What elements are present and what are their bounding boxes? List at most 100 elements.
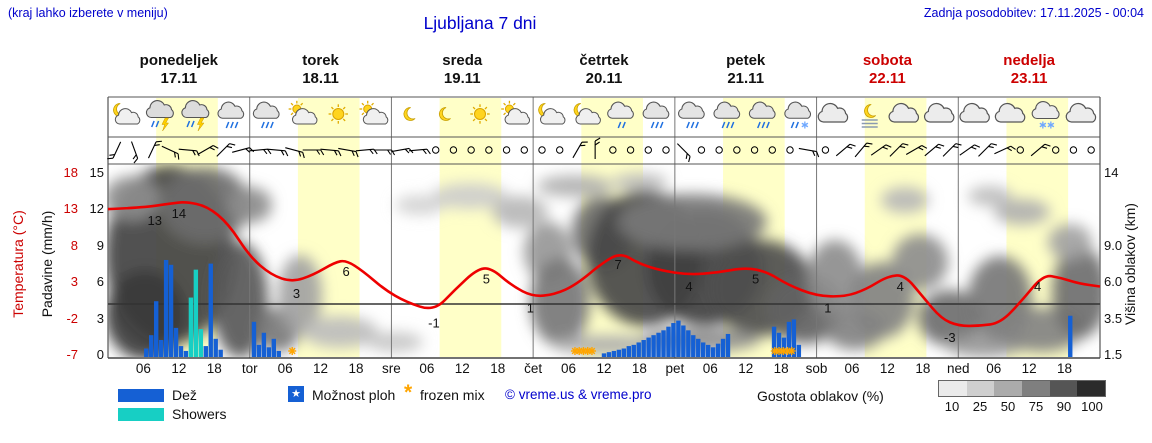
x-axis-label: 12 — [454, 361, 470, 376]
temperature-value-label: 4 — [1034, 279, 1041, 294]
weather-icon-moon-cloud — [573, 103, 601, 125]
precipitation-tick: 0 — [96, 347, 104, 362]
temperature-tick: -7 — [66, 347, 78, 362]
cloud-density-scale-value: 10 — [944, 399, 960, 414]
rain-bar — [183, 350, 189, 357]
wind-barb-icon — [594, 137, 601, 159]
precipitation-tick: 6 — [96, 274, 104, 290]
showers-legend-label: Showers — [172, 406, 227, 422]
day-header-ponedeljek: ponedeljek 17.11 — [108, 52, 250, 88]
wind-calm-icon — [1016, 146, 1024, 154]
rain-bar — [715, 343, 721, 357]
temperature-value-label: 13 — [148, 213, 162, 228]
rain-bar — [676, 320, 681, 357]
wind-calm-icon — [1087, 146, 1095, 154]
x-axis-label: sre — [382, 361, 401, 376]
rain-bar — [144, 348, 149, 357]
wind-barb-icon — [147, 140, 162, 159]
weather-icon-rain — [748, 101, 776, 129]
weather-icon-partly-sunny — [501, 100, 530, 125]
day-name: petek — [726, 52, 766, 69]
wind-calm-icon — [662, 146, 670, 154]
wind-barb-icon — [267, 148, 289, 157]
wind-calm-icon — [449, 146, 458, 154]
wind-barb-icon — [107, 141, 122, 160]
temperature-value-label: 14 — [172, 206, 186, 221]
weather-icon-row — [113, 100, 1097, 132]
precipitation-tick: 15 — [89, 165, 104, 180]
day-name: sobota — [862, 52, 912, 69]
rain-bar — [218, 349, 223, 357]
x-axis-label: 06 — [561, 361, 577, 376]
chance-legend-label: Možnost ploh — [312, 387, 396, 403]
wind-barb-icon — [676, 143, 691, 163]
day-date: 21.11 — [727, 70, 765, 87]
x-axis-label: 06 — [986, 361, 1002, 376]
x-axis-label: 18 — [915, 361, 931, 376]
rain-bar — [776, 332, 782, 357]
cloud-height-tick: 14 — [1104, 165, 1119, 180]
day-header-torek: torek 18.11 — [250, 52, 392, 88]
showers-bar — [193, 269, 199, 357]
wind-calm-icon — [538, 146, 546, 154]
rain-bar — [666, 326, 671, 357]
wind-barb-icon — [924, 143, 945, 157]
rain-bar — [771, 326, 777, 357]
rain-bar — [696, 338, 701, 357]
x-axis-label: 06 — [702, 361, 718, 376]
weather-icon-sunny — [470, 104, 490, 124]
rain-bar — [720, 338, 726, 357]
precipitation-axis-label: Padavine (mm/h) — [39, 210, 55, 318]
precipitation-bars — [144, 259, 1073, 357]
weather-icon-partly-sunny — [288, 100, 318, 125]
day-header-nedelja: nedelja 23.11 — [958, 52, 1100, 88]
wind-barb-icon — [130, 141, 139, 164]
wind-calm-icon — [485, 146, 493, 154]
rain-bar — [1068, 315, 1073, 357]
weather-icon-rain — [642, 101, 670, 129]
weather-icon-moon-fog — [861, 104, 878, 128]
wind-barb-icon — [232, 147, 255, 153]
cloud-height-tick: 9.0 — [1104, 237, 1123, 253]
temperature-value-label: 3 — [293, 286, 300, 301]
temperature-value-label: 5 — [752, 272, 759, 287]
x-axis-label: pet — [665, 361, 685, 376]
day-header-sreda: sreda 19.11 — [391, 52, 533, 88]
rain-bar — [656, 332, 661, 357]
wind-barb-icon — [889, 143, 909, 157]
rain-bar — [626, 346, 631, 357]
day-header-četrtek: četrtek 20.11 — [533, 52, 675, 88]
copyright-link[interactable]: © vreme.us & vreme.pro — [505, 387, 652, 402]
weather-icon-thunder — [181, 100, 210, 132]
location-hint: (kraj lahko izberete v meniju) — [8, 6, 168, 20]
temperature-value-label: 6 — [342, 264, 349, 279]
day-date: 22.11 — [869, 70, 906, 87]
chart-grid — [107, 96, 1101, 359]
x-axis-label: 18 — [631, 361, 647, 376]
temperature-tick: 3 — [70, 274, 78, 290]
wind-barb-icon — [216, 143, 236, 157]
wind-barb-icon — [178, 148, 200, 157]
rain-legend-label: Dež — [172, 387, 197, 403]
weather-icon-cloud — [923, 102, 955, 123]
rain-bar — [686, 330, 691, 357]
day-header-sobota: sobota 22.11 — [817, 52, 959, 88]
rain-bar — [256, 344, 262, 357]
showers-swatch — [118, 408, 164, 421]
day-header-petek: petek 21.11 — [675, 52, 817, 88]
x-axis-label: 18 — [1057, 361, 1073, 376]
wind-calm-icon — [821, 146, 830, 154]
wind-barb-icon — [870, 144, 892, 156]
temperature-tick: -2 — [66, 310, 78, 326]
wind-calm-icon — [1069, 146, 1078, 154]
weather-icon-moon — [403, 107, 416, 121]
temperature-value-label: 1 — [527, 301, 534, 316]
cloud-density-legend-label: Gostota oblakov (%) — [757, 388, 884, 404]
wind-barb-icon — [959, 144, 981, 156]
precipitation-tick: 9 — [96, 237, 104, 253]
rain-bar — [251, 321, 257, 357]
rain-bar — [681, 325, 686, 357]
x-axis-label: 12 — [313, 361, 329, 376]
temperature-tick: 18 — [63, 165, 78, 180]
wind-barb-icon — [408, 148, 431, 155]
